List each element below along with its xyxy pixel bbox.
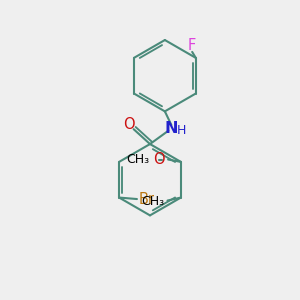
Text: H: H: [176, 124, 186, 137]
Text: Br: Br: [138, 191, 154, 206]
Text: N: N: [165, 121, 178, 136]
Text: O: O: [123, 117, 135, 132]
Text: O: O: [154, 152, 165, 167]
Text: CH₃: CH₃: [126, 153, 149, 166]
Text: CH₃: CH₃: [141, 195, 164, 208]
Text: F: F: [187, 38, 195, 53]
